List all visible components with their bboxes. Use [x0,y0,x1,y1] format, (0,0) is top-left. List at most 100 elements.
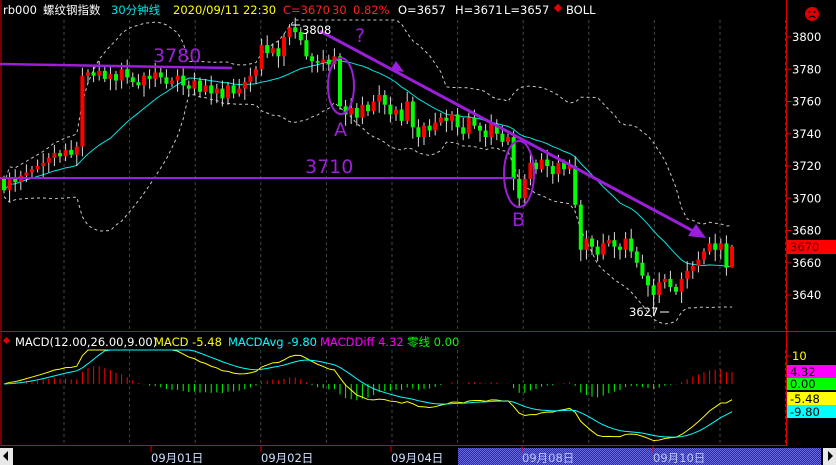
candle-up [623,238,628,250]
candle-up [730,246,734,268]
macd-avg-badge [787,405,836,418]
candle-up [282,37,286,57]
candle-up [175,75,180,81]
macd-value: MACD -5.48 [154,335,222,349]
chart-header: rb000 螺纹钢指数 30分钟线 2020/09/11 22:30 C=367… [3,3,819,21]
candle-up [86,72,90,76]
candle-down [147,75,152,79]
candle-up [119,69,124,81]
macd-avg-line [3,349,733,438]
arrow-right-icon [828,451,833,461]
boll-mid-line [3,59,733,267]
candle-up [74,146,79,155]
arrow-left-icon [3,451,8,461]
candle-up [702,251,706,260]
candle-down [410,101,415,128]
candle-up [242,82,247,89]
candle-down [388,104,393,115]
candle-down [461,127,466,134]
candle-down [298,32,303,41]
candle-down [125,69,130,78]
candle-down [13,178,18,183]
zero-badge [787,378,836,390]
price-tick-label: 3720 [792,159,821,173]
candle-down [91,72,96,76]
candle-up [41,162,46,166]
candle-down [69,149,74,155]
candle-up [601,243,606,255]
period[interactable]: 30分钟线 [111,3,161,17]
candle-down [629,238,634,252]
point-b-label: B [512,209,525,231]
macd-diff-value: MACDDiff 4.32 [320,335,404,349]
open-value: O=3657 [398,3,446,17]
change-percent: 0.82% [353,3,390,17]
ellipse-a[interactable] [327,57,355,115]
candle-down [517,178,522,199]
macd-header: MACD(12.00,26.00,9.00) MACD -5.48 MACDAv… [2,335,459,349]
candle-up [254,69,258,76]
candle-down [612,240,617,247]
candle-up [405,101,410,121]
candle-up [153,72,158,79]
candle-down [293,27,298,33]
candle-down [186,85,191,89]
candle-up [450,114,454,121]
candle-up [226,85,230,99]
scrollbar-thumb[interactable] [458,448,821,465]
candle-down [478,125,482,131]
chart-frame [0,0,836,446]
candle-up [377,95,382,102]
candle-up [489,124,494,137]
candle-up [707,243,712,252]
candle-down [198,80,202,92]
scroll-right-button[interactable] [823,448,836,465]
price-tick-label: 3680 [792,224,821,238]
price-tick-label: 3760 [792,95,821,109]
point-a-label: A [334,119,347,141]
diamond-icon [2,336,11,345]
price-tick-label: 3640 [792,288,821,302]
ellipse-b[interactable] [503,140,535,208]
candle-down [674,286,678,292]
zero-line-value: 零线 0.00 [407,335,459,349]
candle-down [472,117,477,126]
resistance-line[interactable] [0,62,233,70]
candle-up [679,278,684,292]
candle-up [24,172,29,176]
candle-down [326,59,331,65]
last-price-label: 3670 [790,240,819,254]
candle-down [382,95,387,105]
candle-down [399,109,404,121]
datetime: 2020/09/11 22:30 [173,3,276,17]
candles [2,17,734,316]
price-axis: 3800 3780 3760 3740 3720 3700 3680 3660 3640 [787,30,821,302]
indicator-name[interactable]: BOLL [566,3,596,17]
candle-down [550,166,555,175]
low-marker-label: 3627 [629,305,658,319]
candle-down [265,45,270,54]
candle-down [511,136,516,179]
candle-up [237,88,242,94]
macd-title[interactable]: MACD(12.00,26.00,9.00) [15,335,157,349]
candle-down [354,107,359,118]
candle-up [567,166,572,170]
candle-up [52,153,57,158]
scroll-left-button[interactable] [0,448,13,465]
candle-up [422,125,426,137]
downtrend-arrow[interactable] [319,29,696,234]
candle-down [209,85,214,94]
sad-face-icon[interactable] [805,7,819,21]
candle-up [662,278,667,283]
price-tick-label: 3780 [792,62,821,76]
low-value: L=3657 [504,3,549,17]
date-label: 09月01日 [151,451,203,465]
candle-down [58,153,62,157]
date-label: 09月10日 [653,451,705,465]
candle-down [595,246,600,255]
date-label: 09月02日 [261,451,313,465]
candle-up [584,238,589,250]
candle-up [259,45,264,70]
candle-up [203,85,208,92]
